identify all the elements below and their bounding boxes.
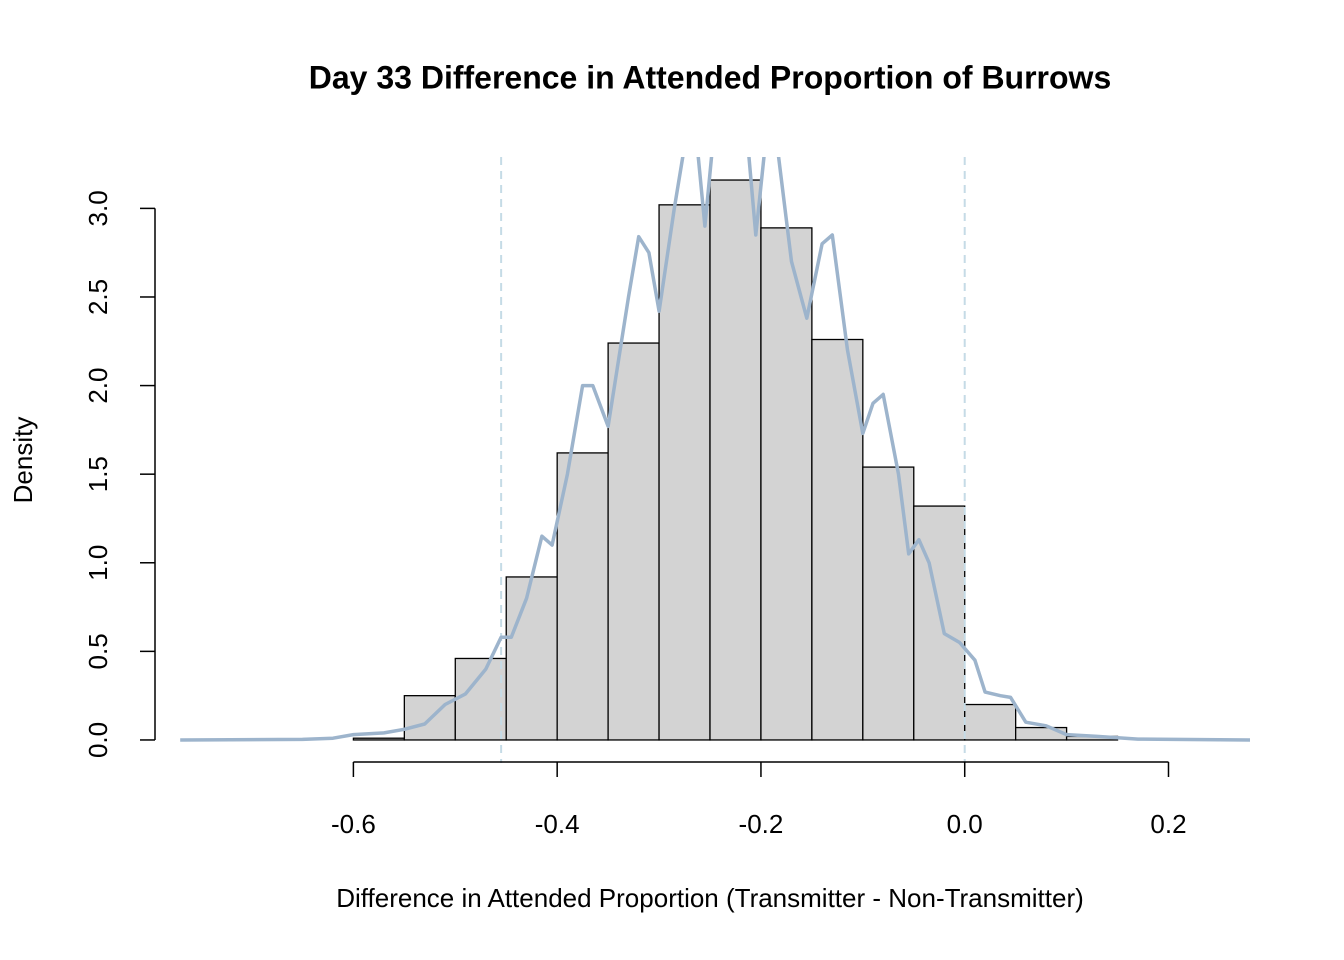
- bar: [556, 452, 609, 741]
- bar: [607, 342, 660, 741]
- bar: [658, 204, 711, 741]
- density-curve: [180, 157, 1250, 742]
- x-tick-label: -0.4: [535, 809, 580, 839]
- x-tick-label: 0.2: [1150, 809, 1186, 839]
- plot-area: [180, 157, 1250, 763]
- y-tick-label: 0.0: [83, 722, 113, 758]
- y-tick-label: 0.5: [83, 633, 113, 669]
- bar: [709, 179, 762, 741]
- y-tick-label: 2.5: [83, 279, 113, 315]
- bar: [862, 466, 915, 741]
- y-tick-label: 3.0: [83, 190, 113, 226]
- bar: [760, 227, 813, 741]
- bar: [505, 576, 558, 741]
- x-tick-label: -0.6: [331, 809, 376, 839]
- y-axis-label: Density: [8, 417, 38, 504]
- bar: [454, 657, 507, 741]
- x-tick-label: -0.2: [739, 809, 784, 839]
- bar: [352, 737, 405, 741]
- y-tick-label: 1.5: [83, 456, 113, 492]
- x-axis-label: Difference in Attended Proportion (Trans…: [336, 883, 1084, 913]
- axes: 0.0 0.5 1.0 1.5 2.0 2.5 3.0 -0.6 -0.4 -0.2 0.0 0.2: [83, 190, 1187, 839]
- chart-title: Day 33 Difference in Attended Proportion…: [309, 59, 1111, 95]
- x-tick-label: 0.0: [947, 809, 983, 839]
- y-tick-label: 1.0: [83, 545, 113, 581]
- bar: [964, 703, 1017, 741]
- y-tick-label: 2.0: [83, 368, 113, 404]
- bar: [811, 338, 864, 741]
